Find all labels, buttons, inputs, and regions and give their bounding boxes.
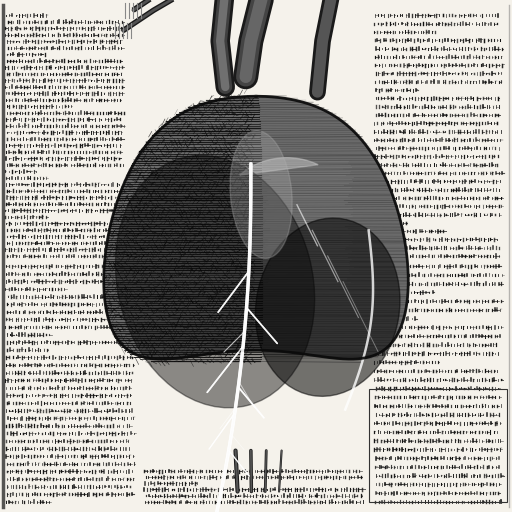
Polygon shape [240,158,318,175]
Bar [369,389,507,502]
Ellipse shape [255,218,400,396]
Polygon shape [104,96,408,359]
Ellipse shape [230,131,292,259]
Ellipse shape [115,156,315,408]
